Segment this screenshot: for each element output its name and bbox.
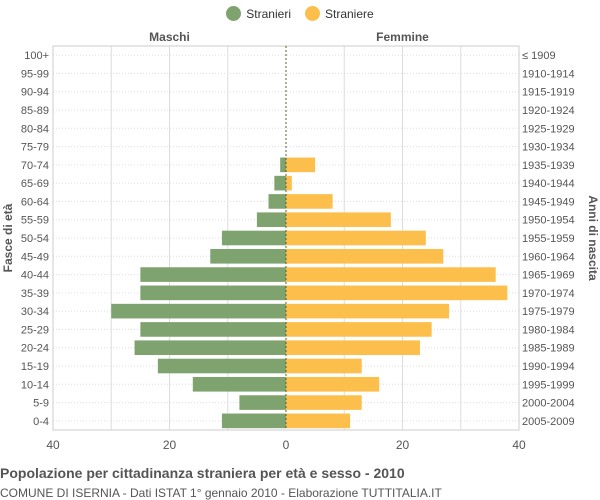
bar-female <box>286 230 426 246</box>
tick-label-age: 15-19 <box>21 361 49 373</box>
bar-male <box>140 322 286 337</box>
tick-label-birth-year: 1950-1954 <box>522 215 575 227</box>
tick-label-age: 55-59 <box>21 215 49 227</box>
bar-male <box>140 267 286 282</box>
tick-label-age: 100+ <box>24 50 49 62</box>
bar-female <box>286 194 333 209</box>
tick-label-birth-year: 2000-2004 <box>522 398 575 410</box>
bar-male <box>239 395 286 410</box>
tick-label-birth-year: 1935-1939 <box>522 160 575 172</box>
header-male: Maschi <box>149 30 190 44</box>
legend-swatch-female <box>304 6 320 21</box>
bar-male <box>134 340 286 356</box>
tick-label-birth-year: 1965-1969 <box>522 270 575 282</box>
tick-label-birth-year: ≤ 1909 <box>522 50 556 62</box>
bar-male <box>274 175 286 191</box>
tick-label-age: 90-94 <box>21 87 49 99</box>
tick-label-birth-year: 2005-2009 <box>522 416 575 428</box>
tick-label-birth-year: 1930-1934 <box>522 142 575 154</box>
x-tick-label: 20 <box>396 438 410 452</box>
bar-female <box>286 285 508 301</box>
x-tick-label: 40 <box>46 438 60 452</box>
legend-item-female[interactable]: Straniere <box>304 6 374 21</box>
tick-label-age: 50-54 <box>21 233 49 245</box>
x-tick-label: 0 <box>283 438 290 452</box>
tick-label-age: 25-29 <box>21 324 49 336</box>
bar-female <box>286 267 496 282</box>
tick-label-birth-year: 1940-1944 <box>522 178 575 190</box>
tick-label-birth-year: 1960-1964 <box>522 251 575 263</box>
bar-male <box>280 157 286 173</box>
tick-label-birth-year: 1975-1979 <box>522 306 575 318</box>
bar-male <box>157 358 286 374</box>
legend: Stranieri Straniere <box>0 6 600 21</box>
bar-female <box>286 212 391 228</box>
tick-label-age: 30-34 <box>21 306 49 318</box>
bar-female <box>286 303 450 319</box>
tick-label-age: 85-89 <box>21 105 49 117</box>
bar-female <box>286 157 316 173</box>
legend-item-male[interactable]: Stranieri <box>226 6 291 21</box>
bar-female <box>286 340 420 356</box>
tick-label-age: 45-49 <box>21 251 49 263</box>
x-tick-label: 20 <box>163 438 177 452</box>
bar-male <box>221 230 286 246</box>
tick-label-age: 0-4 <box>33 416 49 428</box>
bar-male <box>192 376 286 392</box>
tick-label-age: 80-84 <box>21 123 49 135</box>
bar-female <box>286 376 380 392</box>
tick-label-birth-year: 1945-1949 <box>522 196 575 208</box>
legend-label-female: Straniere <box>324 6 374 21</box>
tick-label-age: 10-14 <box>21 379 49 391</box>
tick-label-age: 60-64 <box>21 196 49 208</box>
bar-female <box>286 413 351 429</box>
tick-label-birth-year: 1970-1974 <box>522 288 575 300</box>
tick-label-age: 40-44 <box>21 270 49 282</box>
y-axis-title-right: Anni di nascita <box>586 195 600 281</box>
tick-label-age: 95-99 <box>21 68 49 80</box>
population-pyramid-chart: 100+ ≤ 1909 95-99 1910-1914 90-94 1915-1919 85… <box>1 30 600 452</box>
tick-label-birth-year: 1915-1919 <box>522 87 575 99</box>
tick-label-age: 70-74 <box>21 160 49 172</box>
bar-male <box>256 212 286 228</box>
x-tick-label: 40 <box>512 438 526 452</box>
tick-label-birth-year: 1910-1914 <box>522 68 575 80</box>
y-axis-title-left: Fasce di età <box>1 203 15 272</box>
bar-male <box>210 248 286 264</box>
tick-label-birth-year: 1990-1994 <box>522 361 575 373</box>
tick-label-birth-year: 1995-1999 <box>522 379 575 391</box>
bar-male <box>221 413 286 429</box>
tick-label-birth-year: 1925-1929 <box>522 123 575 135</box>
bar-female <box>286 322 432 337</box>
bar-male <box>111 303 286 319</box>
tick-label-birth-year: 1920-1924 <box>522 105 575 117</box>
tick-label-age: 75-79 <box>21 142 49 154</box>
bar-female <box>286 175 292 191</box>
tick-label-age: 35-39 <box>21 288 49 300</box>
bar-female <box>286 248 444 264</box>
tick-label-birth-year: 1955-1959 <box>522 233 575 245</box>
tick-label-birth-year: 1980-1984 <box>522 324 575 336</box>
chart-title: Popolazione per cittadinanza straniera p… <box>0 465 405 481</box>
legend-swatch-male <box>226 6 242 21</box>
bar-female <box>286 395 362 410</box>
bar-male <box>268 194 286 209</box>
tick-label-birth-year: 1985-1989 <box>522 343 575 355</box>
tick-label-age: 5-9 <box>33 398 49 410</box>
header-female: Femmine <box>376 30 429 44</box>
bar-female <box>286 358 362 374</box>
legend-label-male: Stranieri <box>246 6 291 21</box>
chart-subtitle: COMUNE DI ISERNIA - Dati ISTAT 1° gennai… <box>0 486 442 500</box>
bar-male <box>140 285 286 301</box>
tick-label-age: 65-69 <box>21 178 49 190</box>
tick-label-age: 20-24 <box>21 343 49 355</box>
